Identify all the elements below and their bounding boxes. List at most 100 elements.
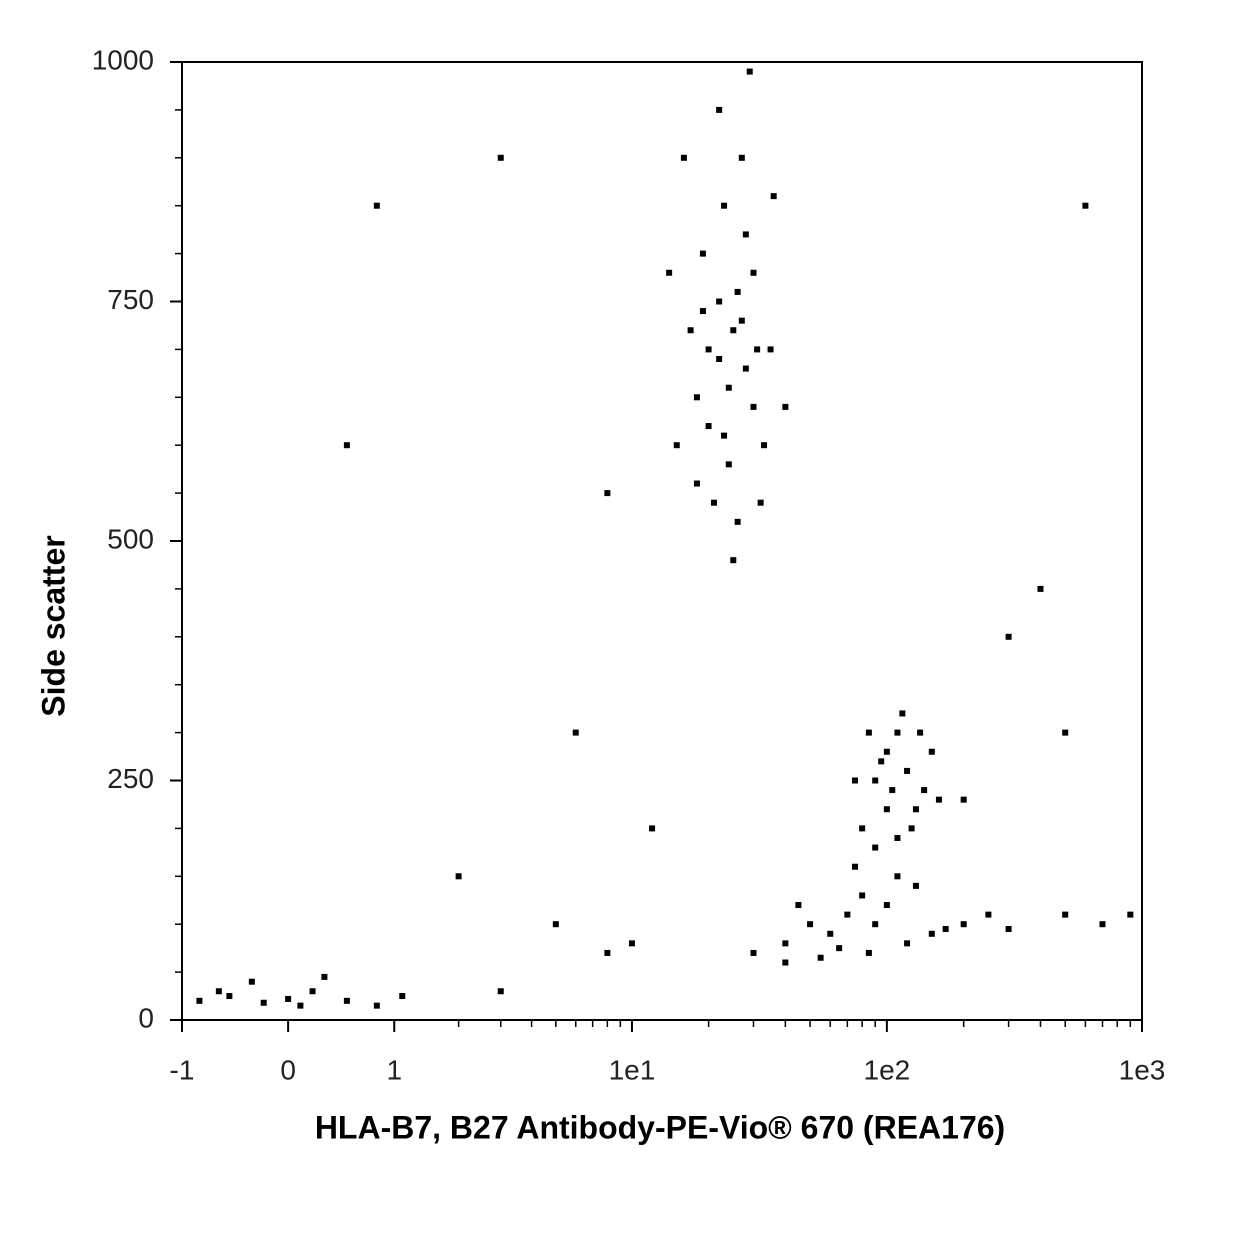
data-point	[552, 921, 559, 928]
data-point	[248, 978, 255, 985]
data-point	[782, 940, 789, 947]
data-point	[757, 499, 764, 506]
data-point	[297, 1002, 304, 1009]
data-point	[844, 911, 851, 918]
data-point	[572, 729, 579, 736]
data-point	[908, 825, 915, 832]
data-point	[935, 796, 942, 803]
y-tick-label: 250	[107, 763, 154, 794]
data-point	[921, 787, 928, 794]
data-point	[746, 68, 753, 75]
data-point	[754, 346, 761, 353]
data-point	[716, 106, 723, 113]
data-point	[693, 394, 700, 401]
data-point	[734, 518, 741, 525]
data-point	[742, 231, 749, 238]
data-point	[497, 988, 504, 995]
data-point	[894, 834, 901, 841]
data-point	[928, 748, 935, 755]
data-point	[985, 911, 992, 918]
data-point	[721, 432, 728, 439]
data-point	[343, 442, 350, 449]
y-axis-title: Side scatter	[35, 535, 71, 716]
data-point	[912, 806, 919, 813]
data-point	[859, 892, 866, 899]
data-point	[889, 787, 896, 794]
data-point	[196, 997, 203, 1004]
data-point	[750, 269, 757, 276]
data-point	[738, 154, 745, 161]
data-point	[687, 327, 694, 334]
data-point	[750, 403, 757, 410]
data-point	[738, 317, 745, 324]
y-tick-label: 1000	[92, 44, 154, 75]
data-point	[917, 729, 924, 736]
data-point	[373, 1002, 380, 1009]
data-point	[960, 796, 967, 803]
x-tick-label: 0	[280, 1054, 296, 1085]
data-point	[782, 403, 789, 410]
data-point	[1005, 925, 1012, 932]
data-point	[851, 777, 858, 784]
data-point	[960, 921, 967, 928]
data-point	[1037, 585, 1044, 592]
data-point	[716, 355, 723, 362]
x-tick-label: 1	[386, 1054, 402, 1085]
data-point	[725, 461, 732, 468]
x-tick-label: 1e2	[864, 1054, 911, 1085]
data-point	[710, 499, 717, 506]
data-point	[716, 298, 723, 305]
data-point	[782, 959, 789, 966]
data-point	[878, 758, 885, 765]
data-point	[693, 480, 700, 487]
data-point	[817, 954, 824, 961]
data-point	[1062, 911, 1069, 918]
data-point	[865, 949, 872, 956]
data-point	[904, 940, 911, 947]
data-point	[215, 988, 222, 995]
data-point	[883, 902, 890, 909]
data-point	[904, 767, 911, 774]
data-point	[851, 863, 858, 870]
data-point	[1005, 633, 1012, 640]
data-point	[730, 327, 737, 334]
data-point	[750, 949, 757, 956]
data-point	[497, 154, 504, 161]
y-tick-label: 500	[107, 523, 154, 554]
y-tick-label: 0	[138, 1002, 154, 1033]
data-point	[725, 384, 732, 391]
data-point	[872, 921, 879, 928]
y-tick-label: 750	[107, 284, 154, 315]
data-point	[285, 995, 292, 1002]
data-point	[673, 442, 680, 449]
data-point	[373, 202, 380, 209]
data-point	[928, 930, 935, 937]
data-point	[865, 729, 872, 736]
data-point	[226, 993, 233, 1000]
data-point	[883, 748, 890, 755]
data-point	[699, 308, 706, 315]
data-point	[872, 844, 879, 851]
data-point	[321, 973, 328, 980]
data-point	[309, 988, 316, 995]
x-axis-title: HLA-B7, B27 Antibody-PE-Vio® 670 (REA176…	[315, 1109, 1005, 1145]
plot-frame	[181, 61, 1143, 1021]
data-point	[1062, 729, 1069, 736]
data-point	[894, 873, 901, 880]
data-point	[1127, 911, 1134, 918]
data-point	[742, 365, 749, 372]
data-point	[455, 873, 462, 880]
data-point	[680, 154, 687, 161]
data-point	[827, 930, 834, 937]
x-tick-label: -1	[170, 1054, 195, 1085]
data-point	[705, 346, 712, 353]
data-point	[942, 925, 949, 932]
data-point	[836, 945, 843, 952]
data-point	[705, 423, 712, 430]
data-point	[872, 777, 879, 784]
data-point	[604, 949, 611, 956]
data-point	[912, 882, 919, 889]
data-point	[666, 269, 673, 276]
data-point	[649, 825, 656, 832]
